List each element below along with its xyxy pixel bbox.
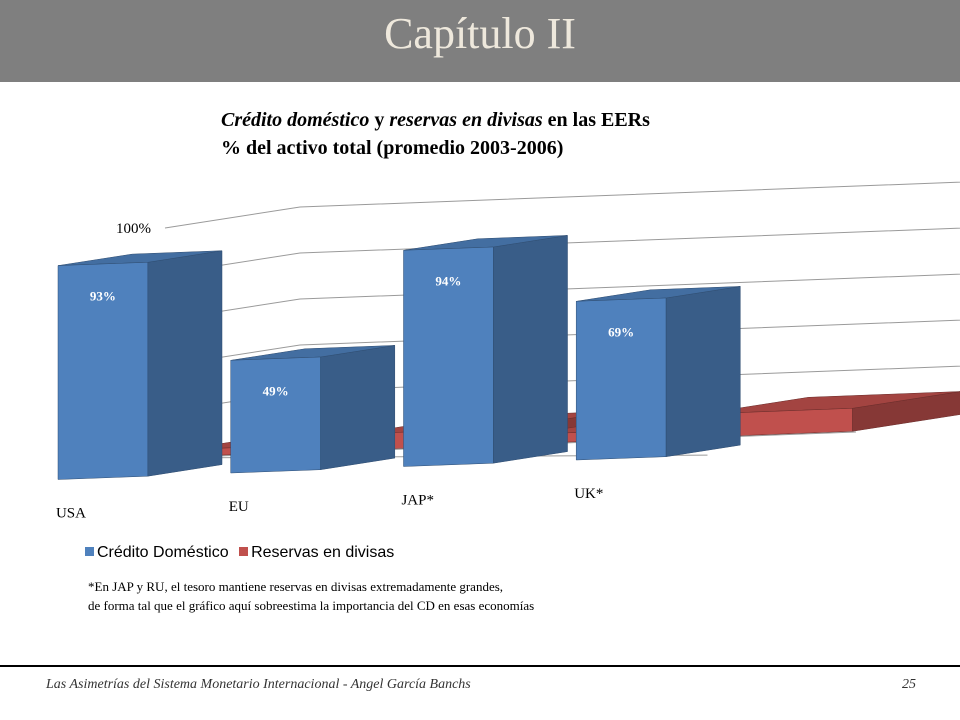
legend: Crédito Doméstico Reservas en divisas (85, 544, 400, 562)
y-tick-label: 100% (116, 221, 151, 237)
bar-credito-front (575, 297, 667, 461)
category-label: UK* (574, 486, 603, 502)
bar-chart-3d: 0%20%40%60%80%100%93%USA49%EU94%JAP*69%U… (56, 181, 960, 522)
bar-credito-front (403, 246, 494, 467)
bar-credito-side (147, 250, 223, 477)
bar-credito-front (57, 262, 149, 480)
data-label: 49% (263, 383, 289, 398)
legend-item-reservas: Reservas en divisas (239, 544, 394, 562)
legend-item-credito: Crédito Doméstico (85, 544, 229, 562)
data-label: 93% (90, 289, 116, 304)
footer-divider (0, 665, 960, 667)
data-label: 69% (608, 324, 634, 339)
chart-title: Crédito doméstico y reservas en divisas … (221, 106, 650, 162)
legend-swatch-red (239, 547, 249, 556)
title-bar: Capítulo II (0, 0, 960, 82)
bar-credito-side (665, 286, 741, 457)
footnote-line2: de forma tal que el gráfico aquí sobrees… (88, 598, 535, 613)
gridline (164, 181, 960, 229)
footnote-line1: *En JAP y RU, el tesoro mantiene reserva… (88, 579, 504, 594)
category-label: JAP* (401, 493, 434, 509)
page-number: 25 (902, 677, 916, 692)
chart-title-line1: Crédito doméstico y reservas en divisas … (221, 109, 650, 131)
data-label: 94% (435, 273, 461, 288)
legend-swatch-blue (85, 547, 94, 556)
category-label: USA (56, 506, 86, 522)
footnote: *En JAP y RU, el tesoro mantiene reserva… (88, 577, 534, 615)
slide-title: Capítulo II (384, 9, 576, 58)
chart-title-line2: % del activo total (promedio 2003-2006) (221, 137, 564, 159)
bar-credito-front (230, 356, 321, 474)
category-label: EU (229, 499, 249, 515)
bar-credito-side (493, 235, 568, 464)
bar-credito-side (320, 345, 396, 470)
footer-text: Las Asimetrías del Sistema Monetario Int… (46, 677, 471, 692)
